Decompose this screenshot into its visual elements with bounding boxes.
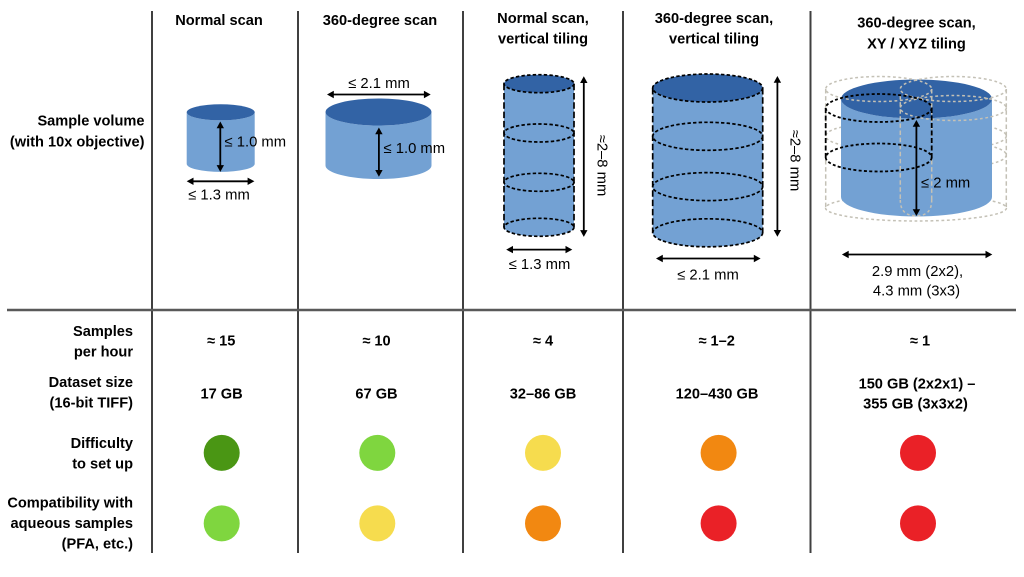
- svg-text:aqueous samples: aqueous samples: [11, 516, 133, 532]
- svg-text:360-degree scan,: 360-degree scan,: [857, 16, 975, 32]
- svg-text:360-degree scan: 360-degree scan: [323, 13, 437, 29]
- svg-text:360-degree scan,: 360-degree scan,: [655, 11, 773, 27]
- svg-text:17 GB: 17 GB: [201, 386, 243, 402]
- svg-text:≈ 1: ≈ 1: [910, 334, 930, 350]
- svg-text:Difficulty: Difficulty: [71, 436, 134, 452]
- svg-text:≈ 15: ≈ 15: [207, 334, 235, 350]
- svg-text:4.3 mm (3x3): 4.3 mm (3x3): [873, 283, 960, 299]
- svg-text:vertical tiling: vertical tiling: [669, 32, 759, 48]
- svg-text:Dataset size: Dataset size: [49, 375, 133, 391]
- svg-text:≈2–8 mm: ≈2–8 mm: [594, 135, 610, 197]
- svg-text:≤ 1.0 mm: ≤ 1.0 mm: [225, 135, 287, 151]
- svg-text:(PFA, etc.): (PFA, etc.): [62, 537, 133, 553]
- svg-text:to set up: to set up: [72, 457, 133, 473]
- svg-text:≤ 2 mm: ≤ 2 mm: [921, 175, 970, 191]
- svg-text:≤ 1.0 mm: ≤ 1.0 mm: [384, 141, 446, 157]
- svg-text:≤ 2.1 mm: ≤ 2.1 mm: [677, 267, 739, 283]
- svg-text:Sample volume: Sample volume: [37, 114, 144, 130]
- svg-text:≈ 4: ≈ 4: [533, 334, 554, 350]
- svg-text:67 GB: 67 GB: [355, 386, 397, 402]
- svg-text:Samples: Samples: [73, 324, 133, 340]
- svg-text:(16-bit TIFF): (16-bit TIFF): [50, 396, 134, 412]
- svg-text:≈ 10: ≈ 10: [362, 334, 390, 350]
- svg-text:per hour: per hour: [74, 345, 134, 361]
- svg-text:Normal scan,: Normal scan,: [497, 11, 589, 27]
- svg-text:≤ 2.1 mm: ≤ 2.1 mm: [348, 76, 410, 92]
- svg-text:(with 10x objective): (with 10x objective): [10, 135, 145, 151]
- svg-text:XY / XYZ tiling: XY / XYZ tiling: [867, 36, 966, 52]
- svg-text:2.9 mm (2x2),: 2.9 mm (2x2),: [872, 264, 963, 280]
- svg-text:≤ 1.3 mm: ≤ 1.3 mm: [509, 257, 571, 273]
- svg-text:≈2–8 mm: ≈2–8 mm: [787, 130, 803, 192]
- svg-text:32–86 GB: 32–86 GB: [510, 386, 577, 402]
- svg-text:150 GB (2x2x1) –: 150 GB (2x2x1) –: [859, 376, 976, 392]
- svg-text:vertical tiling: vertical tiling: [498, 32, 588, 48]
- svg-text:≤ 1.3 mm: ≤ 1.3 mm: [188, 188, 250, 204]
- svg-text:355 GB (3x3x2): 355 GB (3x3x2): [863, 396, 968, 412]
- svg-text:120–430 GB: 120–430 GB: [676, 386, 759, 402]
- svg-text:≈ 1–2: ≈ 1–2: [698, 334, 734, 350]
- svg-text:Normal scan: Normal scan: [175, 13, 263, 29]
- svg-text:Compatibility with: Compatibility with: [7, 495, 133, 511]
